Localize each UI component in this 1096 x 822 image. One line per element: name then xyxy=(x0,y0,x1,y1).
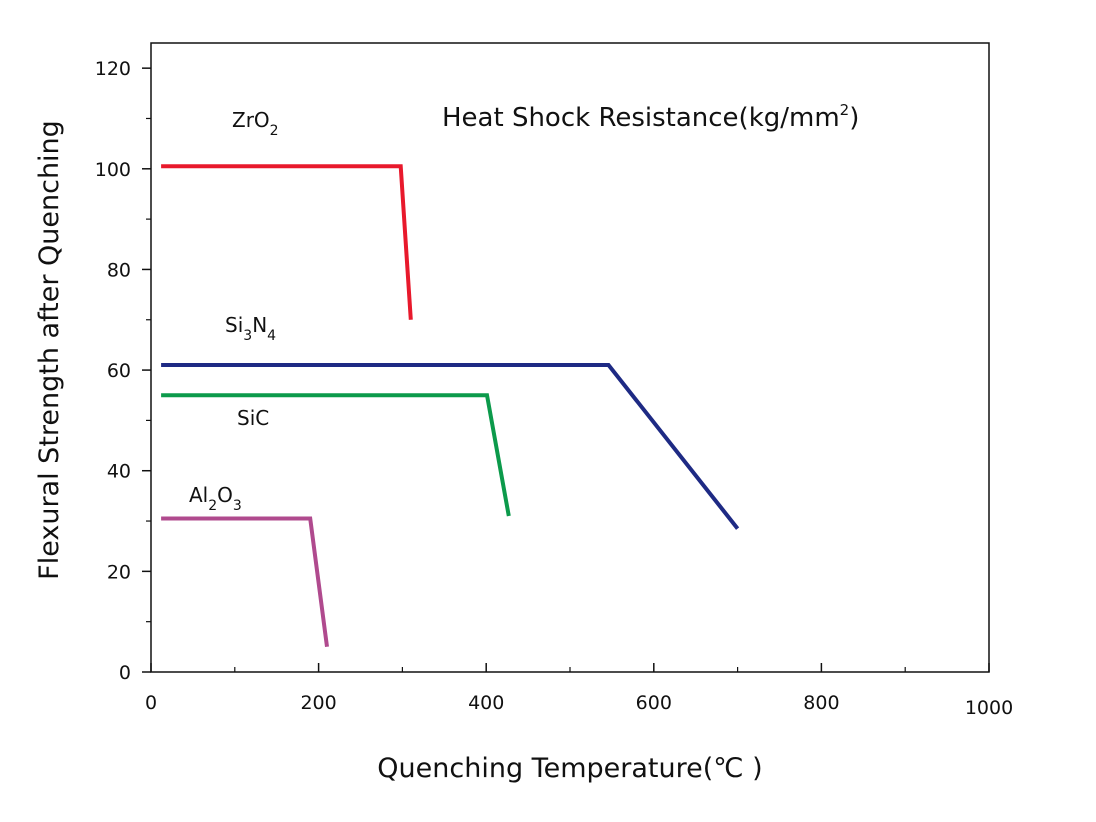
series-label-zro2: ZrO2 xyxy=(232,108,279,139)
chart-title: Heat Shock Resistance(kg/mm2) xyxy=(442,101,859,133)
x-tick-label: 800 xyxy=(803,692,839,714)
y-tick-label: 20 xyxy=(107,561,131,583)
y-axis-title: Flexural Strength after Quenching xyxy=(34,120,65,580)
x-tick-label: 0 xyxy=(145,692,157,714)
y-tick-label: 100 xyxy=(95,159,131,181)
y-tick-label: 40 xyxy=(107,461,131,483)
y-tick-label: 60 xyxy=(107,360,131,382)
x-tick-label: 400 xyxy=(468,692,504,714)
y-tick-label: 0 xyxy=(119,662,131,684)
ticks-layer: 0 200 400 600 800 1000 0 20 40 60 80 100 120 xyxy=(95,58,1013,719)
y-tick-label: 80 xyxy=(107,259,131,281)
series-label-si3n4: Si3N4 xyxy=(225,313,276,344)
y-tick-label: 120 xyxy=(95,58,131,80)
chart-title-superscript: 2 xyxy=(840,101,850,119)
x-tick-label: 200 xyxy=(300,692,336,714)
series-label-sic: SiC xyxy=(237,406,269,430)
series-label-al2o3: Al2O3 xyxy=(189,483,242,514)
series-line-si3n4 xyxy=(161,363,740,530)
series-layer xyxy=(161,164,740,648)
x-tick-label: 600 xyxy=(636,692,672,714)
series-line-al2o3 xyxy=(161,516,329,648)
x-tick-label: 1000 xyxy=(965,697,1013,719)
series-line-zro2 xyxy=(161,164,413,320)
series-line-sic xyxy=(161,393,511,517)
x-axis-title: Quenching Temperature(℃ ) xyxy=(377,753,762,784)
